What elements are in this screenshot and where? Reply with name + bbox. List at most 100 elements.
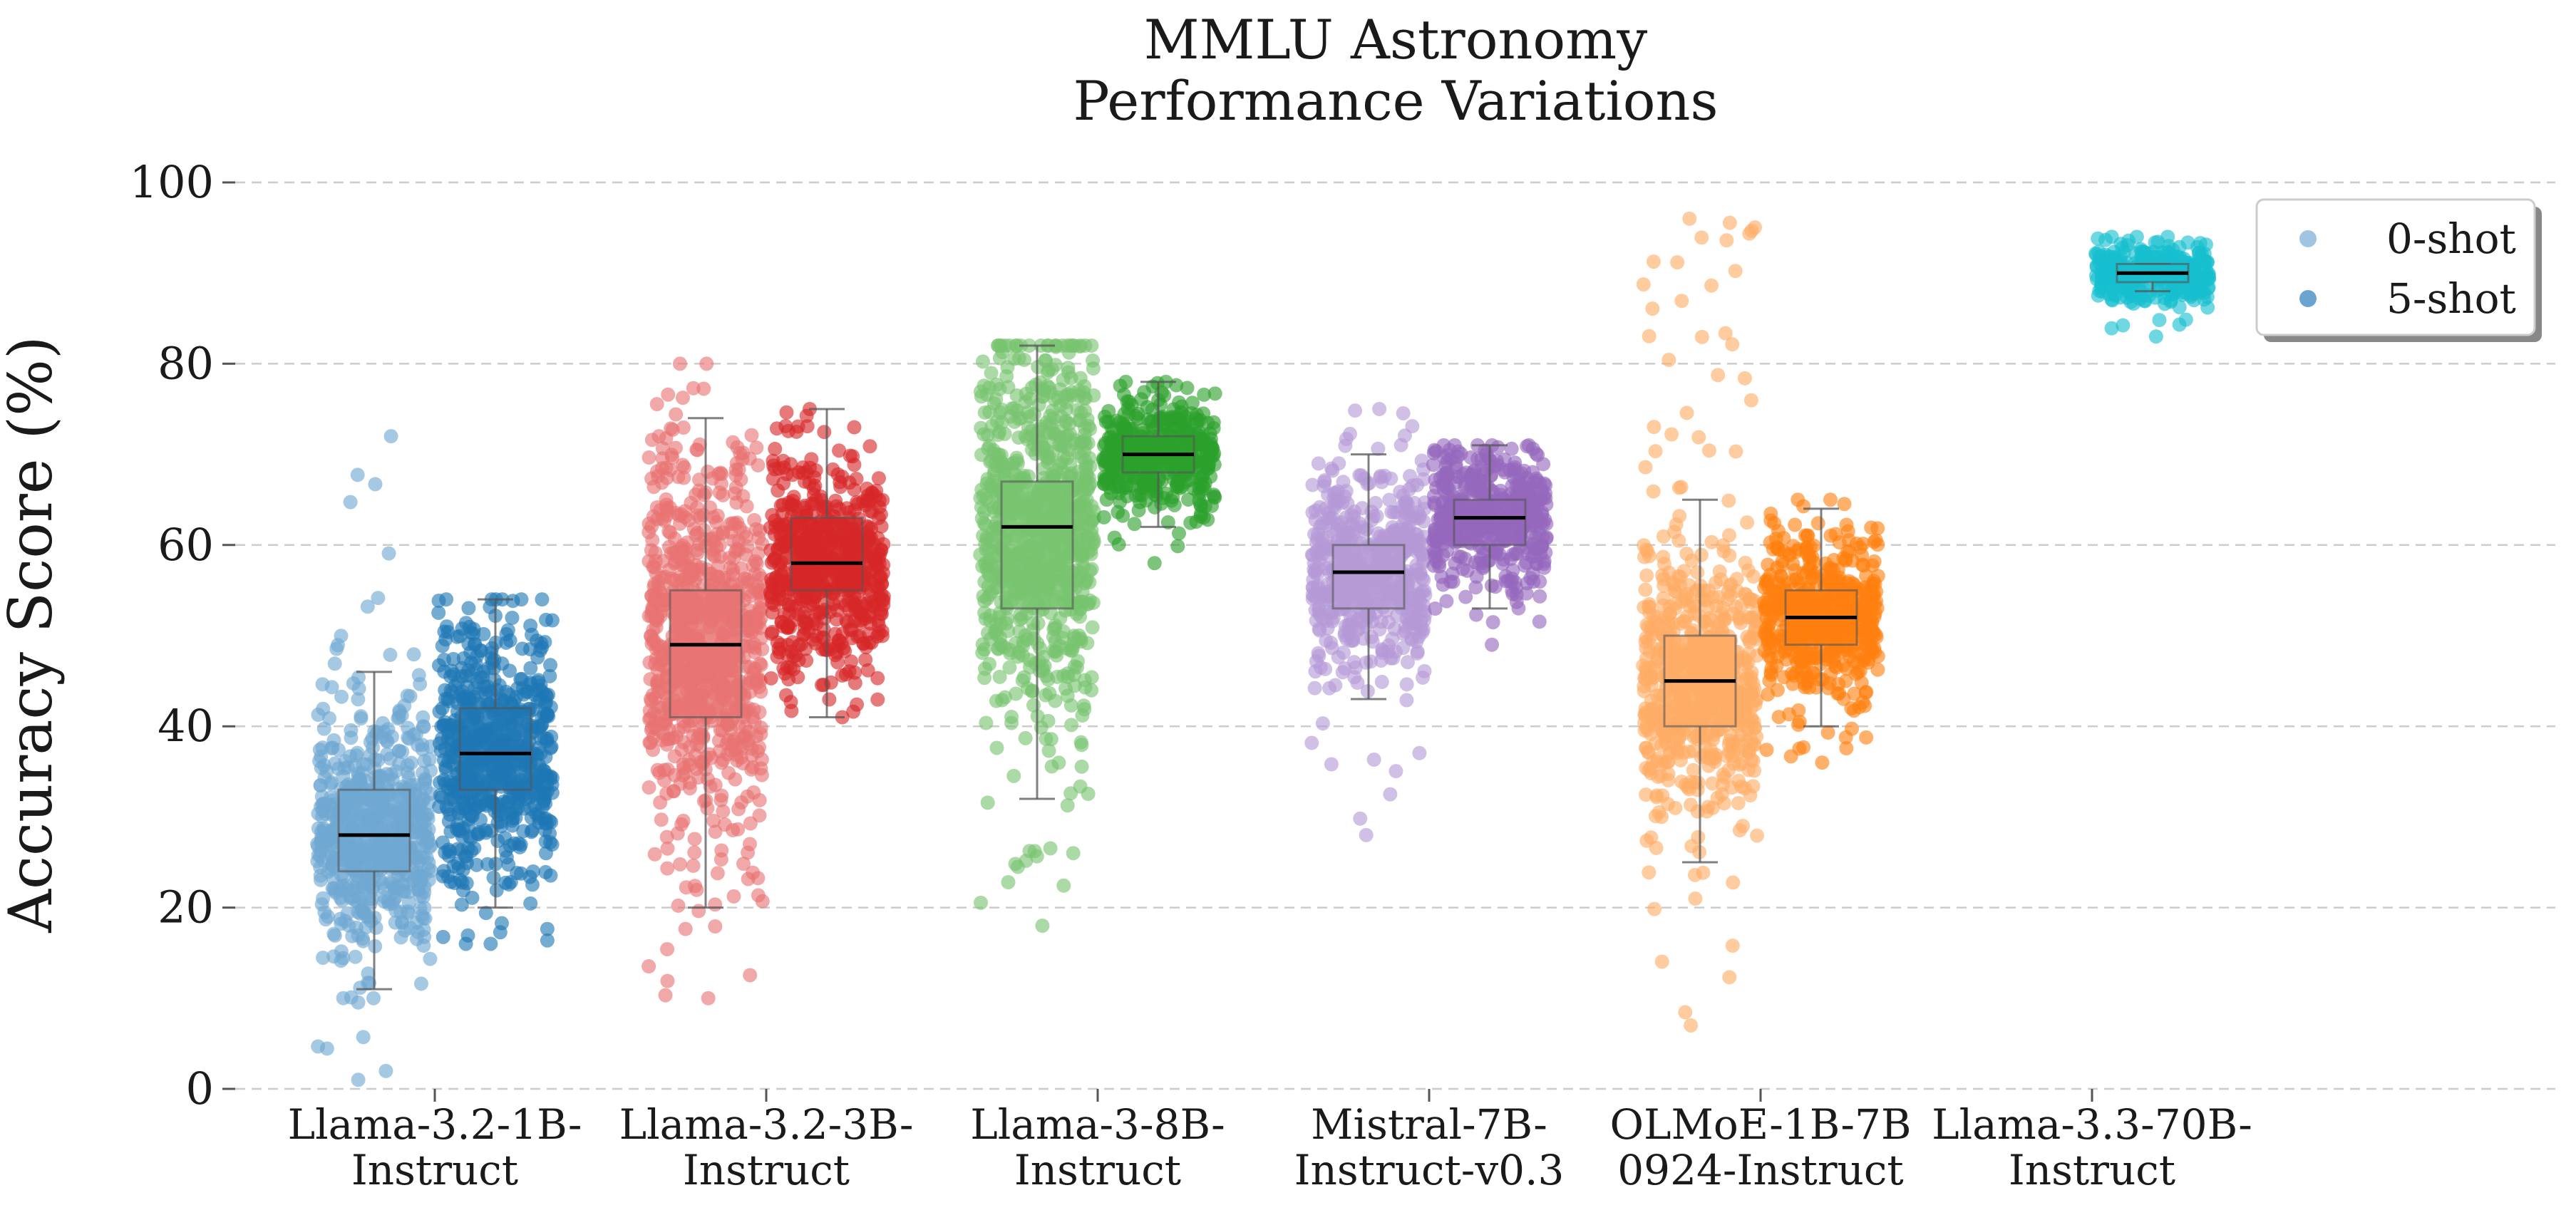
data-point: [1084, 670, 1099, 685]
data-point: [328, 885, 343, 900]
data-point: [1170, 539, 1185, 554]
data-point: [752, 523, 767, 538]
data-point: [1046, 468, 1061, 483]
data-point: [1374, 674, 1389, 689]
data-point: [713, 792, 728, 807]
data-point: [992, 425, 1007, 440]
data-point: [483, 936, 498, 951]
data-point: [666, 784, 681, 799]
data-point: [1684, 1018, 1699, 1033]
data-point: [1315, 716, 1330, 731]
data-point: [1078, 437, 1093, 452]
data-point: [408, 810, 423, 824]
data-point: [1416, 572, 1431, 587]
data-point: [1083, 512, 1098, 527]
data-point: [780, 648, 795, 663]
data-point: [656, 772, 671, 787]
data-point: [1064, 718, 1079, 733]
data-point: [744, 762, 759, 777]
data-point: [646, 480, 661, 495]
data-point: [977, 427, 991, 442]
data-point: [655, 451, 670, 466]
data-point: [490, 834, 505, 849]
data-point: [1331, 484, 1346, 499]
data-point: [770, 583, 785, 598]
data-point: [540, 933, 555, 948]
data-point: [977, 594, 992, 609]
data-point: [1416, 670, 1431, 685]
data-point: [1071, 383, 1086, 398]
data-point: [343, 495, 358, 510]
data-point: [804, 452, 819, 467]
data-point: [1001, 875, 1016, 890]
data-point: [1372, 622, 1387, 637]
data-point: [1404, 632, 1419, 647]
data-point: [479, 798, 494, 813]
data-point: [642, 712, 657, 727]
data-point: [646, 509, 661, 524]
data-point: [535, 685, 550, 700]
data-point: [379, 767, 394, 782]
data-point: [980, 795, 995, 810]
data-point: [1073, 565, 1088, 580]
data-point: [432, 704, 447, 719]
data-point: [436, 929, 450, 944]
data-point: [1656, 529, 1671, 544]
data-point: [748, 554, 763, 569]
data-point: [392, 703, 407, 718]
x-tick-label: Instruct: [351, 1146, 518, 1194]
data-point: [1649, 659, 1664, 674]
y-tick-label: 20: [158, 881, 214, 934]
data-point: [740, 539, 755, 554]
data-point: [1642, 329, 1657, 343]
data-point: [1350, 676, 1365, 691]
data-point: [746, 865, 761, 880]
data-point: [728, 748, 743, 762]
data-point: [1722, 215, 1737, 230]
data-point: [1326, 611, 1341, 626]
data-point: [642, 959, 656, 974]
data-point: [742, 837, 757, 852]
data-point: [708, 919, 723, 934]
data-point: [673, 857, 688, 872]
data-point: [870, 671, 885, 686]
data-point: [1371, 441, 1386, 456]
data-point: [647, 847, 662, 862]
data-point: [764, 626, 779, 641]
data-point: [466, 626, 481, 641]
data-point: [1041, 743, 1056, 758]
data-point: [1650, 754, 1665, 769]
data-point: [1375, 646, 1390, 661]
data-point: [480, 679, 495, 694]
data-point: [351, 995, 366, 1010]
data-point: [648, 545, 663, 560]
data-point: [1660, 797, 1675, 812]
data-point: [1725, 939, 1740, 953]
data-points: [310, 211, 2217, 1087]
data-point: [984, 531, 999, 546]
data-point: [986, 467, 1001, 482]
data-point: [1085, 620, 1100, 635]
data-point: [1686, 762, 1701, 777]
data-point: [1353, 811, 1368, 826]
data-point: [832, 633, 847, 648]
data-point: [1024, 380, 1039, 395]
data-point: [726, 435, 741, 450]
data-point: [514, 592, 529, 607]
data-point: [501, 857, 516, 872]
data-point: [1673, 616, 1688, 631]
data-point: [1731, 773, 1746, 788]
data-point: [1326, 524, 1341, 539]
data-point: [1699, 804, 1714, 819]
data-point: [1180, 381, 1195, 395]
data-point: [722, 550, 737, 565]
data-point: [714, 843, 729, 858]
data-point: [1683, 797, 1698, 812]
data-point: [1040, 365, 1055, 380]
data-point: [1354, 468, 1369, 483]
y-tick-label: 40: [158, 700, 214, 752]
data-point: [768, 570, 783, 585]
data-point: [1082, 478, 1097, 493]
data-point: [1724, 577, 1738, 591]
data-point: [1694, 329, 1709, 344]
